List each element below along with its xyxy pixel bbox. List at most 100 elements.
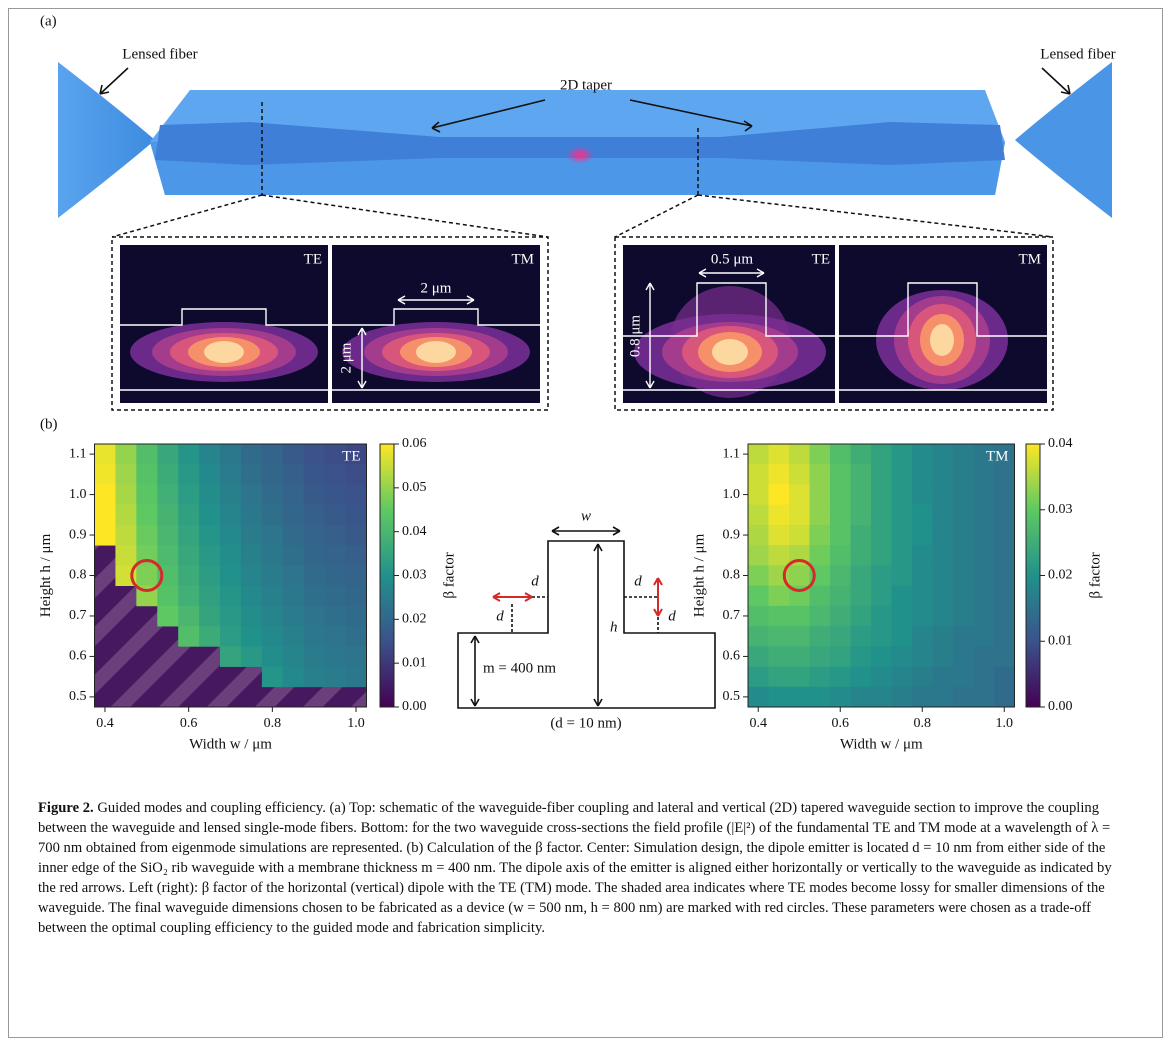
y-tick-label: 0.7 <box>723 608 741 623</box>
heat-cell <box>136 505 157 526</box>
y-tick-label: 0.5 <box>69 689 87 704</box>
heat-cell <box>974 667 995 688</box>
heat-cell <box>994 565 1015 586</box>
heat-cell <box>953 464 974 485</box>
heat-cell <box>748 505 769 526</box>
heat-cell <box>769 646 790 667</box>
heat-cell <box>262 545 283 566</box>
heat-cell <box>871 505 892 526</box>
heat-cell <box>769 484 790 505</box>
y-tick-label: 0.9 <box>723 527 741 542</box>
y-tick-label: 1.0 <box>723 487 741 502</box>
heat-cell <box>953 444 974 465</box>
heat-cell <box>115 444 136 465</box>
heat-cell <box>994 606 1015 627</box>
heat-cell <box>953 646 974 667</box>
heat-cell <box>325 626 346 647</box>
heat-cell <box>974 565 995 586</box>
mode-label: TM <box>512 251 535 267</box>
heat-cell <box>851 444 872 465</box>
heat-cell <box>748 586 769 607</box>
heat-cell <box>748 484 769 505</box>
heat-cell <box>220 484 241 505</box>
x-tick-label: 1.0 <box>996 716 1014 731</box>
heat-cell <box>994 525 1015 546</box>
heat-cell <box>304 565 325 586</box>
heat-cell <box>199 545 220 566</box>
heat-cell <box>933 586 954 607</box>
heat-cell <box>136 484 157 505</box>
heat-cell <box>810 646 831 667</box>
heat-cell <box>933 667 954 688</box>
design-label: (d = 10 nm) <box>550 715 621 731</box>
heat-cell <box>912 545 933 566</box>
colorbar-tick-label: 0.03 <box>402 568 427 583</box>
heat-cell <box>810 484 831 505</box>
heat-cell <box>912 586 933 607</box>
heat-cell <box>810 667 831 688</box>
chart-title: TM <box>986 448 1009 464</box>
heat-cell <box>136 565 157 586</box>
heat-cell <box>933 505 954 526</box>
heat-cell <box>304 586 325 607</box>
heat-cell <box>769 586 790 607</box>
heat-cell <box>241 505 262 526</box>
colorbar-tick-label: 0.04 <box>402 524 427 539</box>
heat-cell <box>178 525 199 546</box>
heat-cell <box>892 484 913 505</box>
heat-cell <box>933 464 954 485</box>
heat-cell <box>994 687 1015 708</box>
y-axis-label: Height h / μm <box>691 533 707 617</box>
y-tick-label: 1.1 <box>723 446 741 461</box>
design-label: w <box>581 508 591 524</box>
heat-cell <box>346 586 367 607</box>
heat-cell <box>851 505 872 526</box>
design-label: m = 400 nm <box>483 660 556 676</box>
heat-cell <box>241 586 262 607</box>
heat-cell <box>178 565 199 586</box>
heat-cell <box>953 687 974 708</box>
heat-cell <box>220 626 241 647</box>
heat-cell <box>892 606 913 627</box>
colorbar-label: β factor <box>1087 552 1103 598</box>
heat-cell <box>241 626 262 647</box>
heat-cell <box>933 545 954 566</box>
mode-label: TM <box>1019 251 1042 267</box>
heat-cell <box>283 484 304 505</box>
heat-cell <box>304 484 325 505</box>
heat-cell <box>304 525 325 546</box>
x-tick-label: 0.6 <box>180 716 198 731</box>
colorbar-label: β factor <box>441 552 457 598</box>
heat-cell <box>136 464 157 485</box>
heat-cell <box>115 505 136 526</box>
heat-cell <box>810 606 831 627</box>
heat-cell <box>912 626 933 647</box>
heat-cell <box>283 444 304 465</box>
heat-cell <box>157 545 178 566</box>
heat-cell <box>851 464 872 485</box>
heat-cell <box>220 606 241 627</box>
heat-cell <box>912 525 933 546</box>
heat-cell <box>220 505 241 526</box>
heat-cell <box>851 545 872 566</box>
heat-cell <box>871 626 892 647</box>
heat-cell <box>262 626 283 647</box>
heat-cell <box>346 464 367 485</box>
design-label: d <box>634 573 642 589</box>
heat-cell <box>994 505 1015 526</box>
heat-cell <box>912 444 933 465</box>
heat-cell <box>220 444 241 465</box>
colorbar-tick-label: 0.06 <box>402 436 427 451</box>
heat-cell <box>346 646 367 667</box>
heat-cell <box>199 484 220 505</box>
heat-cell <box>974 687 995 708</box>
heat-cell <box>974 545 995 566</box>
heat-cell <box>199 505 220 526</box>
heat-cell <box>994 646 1015 667</box>
heat-cell <box>953 626 974 647</box>
heat-cell <box>810 464 831 485</box>
heat-cell <box>115 464 136 485</box>
x-tick-label: 0.8 <box>264 716 282 731</box>
heat-cell <box>892 586 913 607</box>
heat-cell <box>199 626 220 647</box>
